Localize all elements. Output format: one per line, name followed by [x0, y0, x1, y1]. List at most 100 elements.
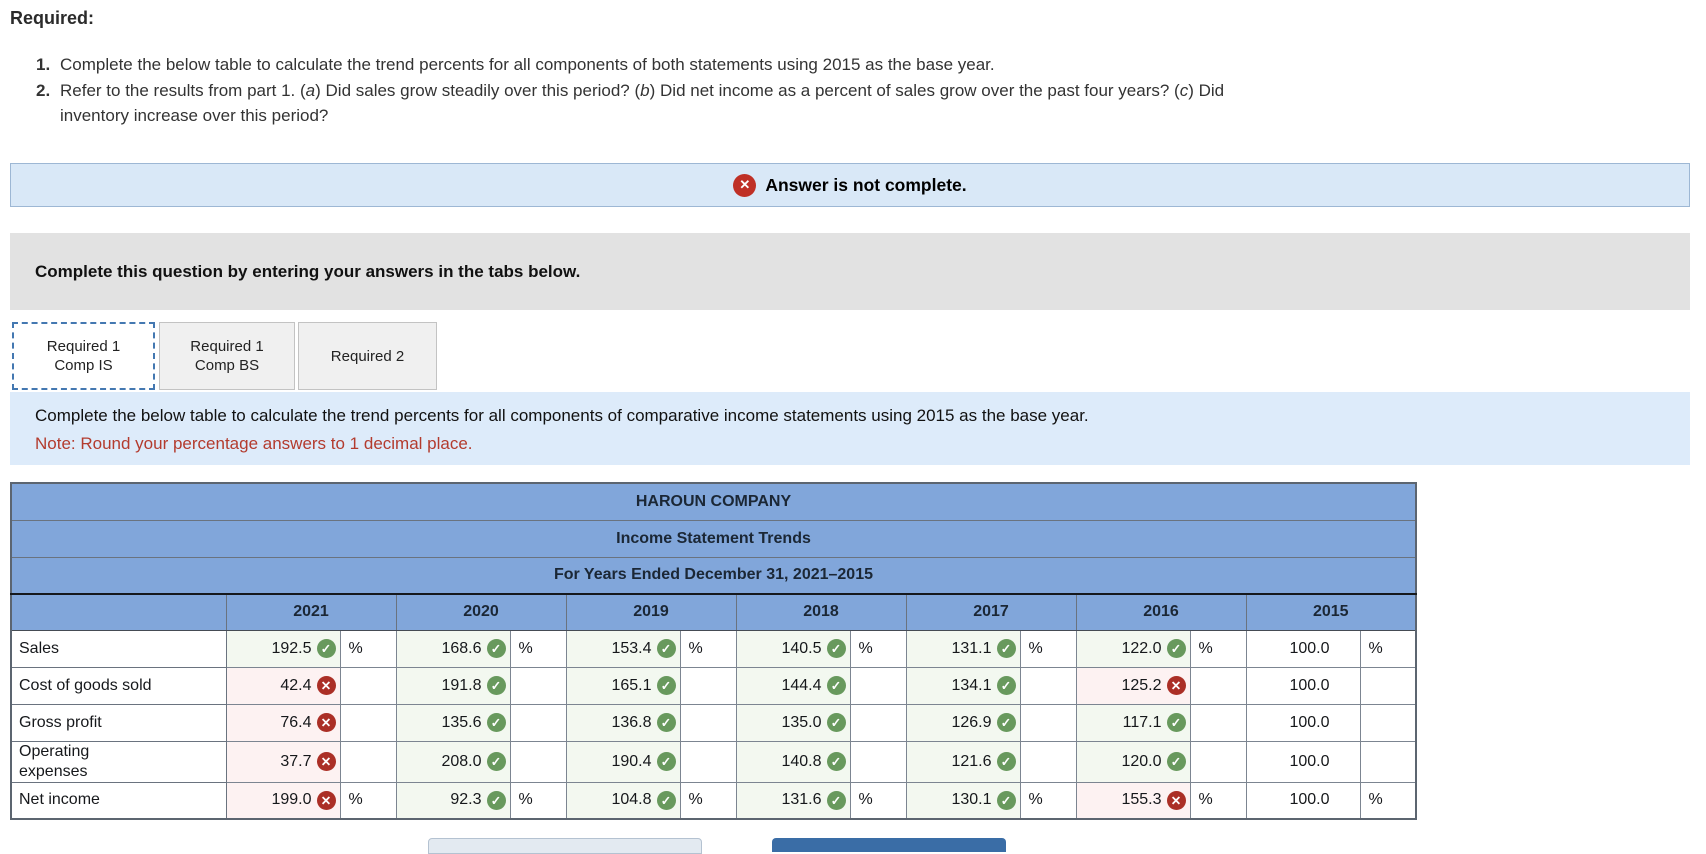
year-header-2016: 2016: [1075, 593, 1246, 631]
answer-value: 121.6: [951, 752, 992, 770]
answer-input-cell[interactable]: 117.1 ✓: [1075, 703, 1191, 742]
answer-input-cell[interactable]: 136.8 ✓: [565, 703, 681, 742]
percent-unit-cell: [849, 666, 907, 705]
answer-input-cell[interactable]: 134.1 ✓: [905, 666, 1021, 705]
tab-required-2[interactable]: Required 2: [298, 322, 437, 390]
correct-icon: ✓: [826, 713, 846, 732]
answer-value: 100.0: [1289, 639, 1330, 657]
answer-value: 104.8: [611, 791, 652, 809]
answer-input-cell[interactable]: 144.4 ✓: [735, 666, 851, 705]
blank-header-cell: [11, 593, 226, 631]
percent-unit-cell: [679, 703, 737, 742]
partial-button-left[interactable]: [428, 838, 702, 854]
answer-input-cell[interactable]: 168.6 ✓: [395, 629, 511, 668]
instruction-text-segment: ) Did inventory increase over this perio…: [60, 80, 1225, 126]
answer-input-cell[interactable]: 192.5 ✓: [225, 629, 341, 668]
partial-button-right[interactable]: [772, 838, 1006, 852]
answer-input-cell[interactable]: 120.0 ✓: [1075, 740, 1191, 783]
incorrect-icon: ✕: [316, 713, 336, 732]
answer-input-cell[interactable]: 140.8 ✓: [735, 740, 851, 783]
panel-note-text: Note: Round your percentage answers to 1…: [35, 434, 473, 453]
answer-input-cell[interactable]: 131.1 ✓: [905, 629, 1021, 668]
tab-label-line: Required 1: [190, 338, 264, 355]
answer-input-cell[interactable]: 190.4 ✓: [565, 740, 681, 783]
year-header-2020: 2020: [395, 593, 566, 631]
answer-input-cell[interactable]: 92.3 ✓: [395, 781, 511, 820]
instruction-text-segment: ) Did sales grow steadily over this peri…: [315, 80, 641, 100]
answer-input-cell[interactable]: 153.4 ✓: [565, 629, 681, 668]
answer-input-cell[interactable]: 42.4 ✕: [225, 666, 341, 705]
correct-icon: ✓: [996, 790, 1016, 810]
percent-unit-cell: [1189, 666, 1247, 705]
answer-value: 131.1: [951, 639, 992, 657]
answer-value: 37.7: [280, 752, 312, 770]
answer-input-cell[interactable]: 122.0 ✓: [1075, 629, 1191, 668]
percent-unit-cell: [509, 703, 567, 742]
answer-input-cell[interactable]: 37.7 ✕: [225, 740, 341, 783]
incorrect-icon: ✕: [316, 790, 336, 810]
answer-input-cell[interactable]: 140.5 ✓: [735, 629, 851, 668]
base-value-cell: 100.0: [1245, 629, 1361, 668]
answer-value: 134.1: [951, 676, 992, 694]
answer-input-cell[interactable]: 126.9 ✓: [905, 703, 1021, 742]
year-header-2021: 2021: [225, 593, 396, 631]
answer-input-cell[interactable]: 199.0 ✕: [225, 781, 341, 820]
answer-value: 144.4: [781, 676, 822, 694]
base-value-cell: 100.0: [1245, 666, 1361, 705]
answer-input-cell[interactable]: 104.8 ✓: [565, 781, 681, 820]
answer-value: 42.4: [280, 676, 312, 694]
trend-table: HAROUN COMPANY Income Statement Trends For…: [10, 482, 1417, 820]
correct-icon: ✓: [486, 790, 506, 810]
year-header-2018: 2018: [735, 593, 906, 631]
prompt-bar: Complete this question by entering your …: [10, 233, 1690, 310]
table-title-3: For Years Ended December 31, 2021–2015: [11, 557, 1416, 595]
row-label: Gross profit: [10, 703, 227, 742]
correct-icon: ✓: [996, 639, 1016, 658]
answer-value: 135.0: [781, 713, 822, 731]
answer-input-cell[interactable]: 155.3 ✕: [1075, 781, 1191, 820]
correct-icon: ✓: [656, 713, 676, 732]
status-banner-text: Answer is not complete.: [765, 174, 967, 195]
tab-required-1-comp-bs[interactable]: Required 1 Comp BS: [159, 322, 295, 390]
tab-required-1-comp-is[interactable]: Required 1 Comp IS: [12, 322, 155, 390]
answer-value: 140.5: [781, 639, 822, 657]
panel-instruction-text: Complete the below table to calculate th…: [35, 406, 1089, 425]
percent-unit-cell: %: [509, 629, 567, 668]
percent-unit-cell: [679, 740, 737, 783]
incorrect-icon: ✕: [316, 752, 336, 771]
x-circle-icon: ✕: [733, 173, 757, 197]
answer-input-cell[interactable]: 76.4 ✕: [225, 703, 341, 742]
instruction-number: 2.: [36, 80, 51, 100]
percent-unit-cell: [509, 740, 567, 783]
answer-value: 100.0: [1289, 676, 1330, 694]
answer-value: 168.6: [441, 639, 482, 657]
answer-input-cell[interactable]: 135.0 ✓: [735, 703, 851, 742]
answer-input-cell[interactable]: 208.0 ✓: [395, 740, 511, 783]
correct-icon: ✓: [656, 639, 676, 658]
percent-unit-cell: [509, 666, 567, 705]
answer-input-cell[interactable]: 135.6 ✓: [395, 703, 511, 742]
answer-input-cell[interactable]: 130.1 ✓: [905, 781, 1021, 820]
percent-unit-cell: [679, 666, 737, 705]
answer-value: 125.2: [1121, 676, 1162, 694]
answer-input-cell[interactable]: 131.6 ✓: [735, 781, 851, 820]
answer-value: 76.4: [280, 713, 312, 731]
percent-unit-cell: [849, 703, 907, 742]
answer-input-cell[interactable]: 121.6 ✓: [905, 740, 1021, 783]
answer-value: 117.1: [1122, 713, 1162, 731]
answer-value: 192.5: [271, 639, 312, 657]
answer-value: 120.0: [1121, 752, 1162, 770]
incorrect-icon: ✕: [316, 676, 336, 695]
base-value-cell: 100.0: [1245, 703, 1361, 742]
answer-input-cell[interactable]: 191.8 ✓: [395, 666, 511, 705]
year-header-2015: 2015: [1245, 593, 1416, 631]
answer-input-cell[interactable]: 165.1 ✓: [565, 666, 681, 705]
percent-unit-cell: %: [679, 629, 737, 668]
correct-icon: ✓: [826, 639, 846, 658]
percent-unit-cell: %: [339, 781, 397, 820]
answer-value: 130.1: [951, 791, 992, 809]
answer-value: 165.1: [611, 676, 652, 694]
answer-value: 191.8: [441, 676, 482, 694]
percent-unit-cell: %: [1189, 629, 1247, 668]
answer-input-cell[interactable]: 125.2 ✕: [1075, 666, 1191, 705]
